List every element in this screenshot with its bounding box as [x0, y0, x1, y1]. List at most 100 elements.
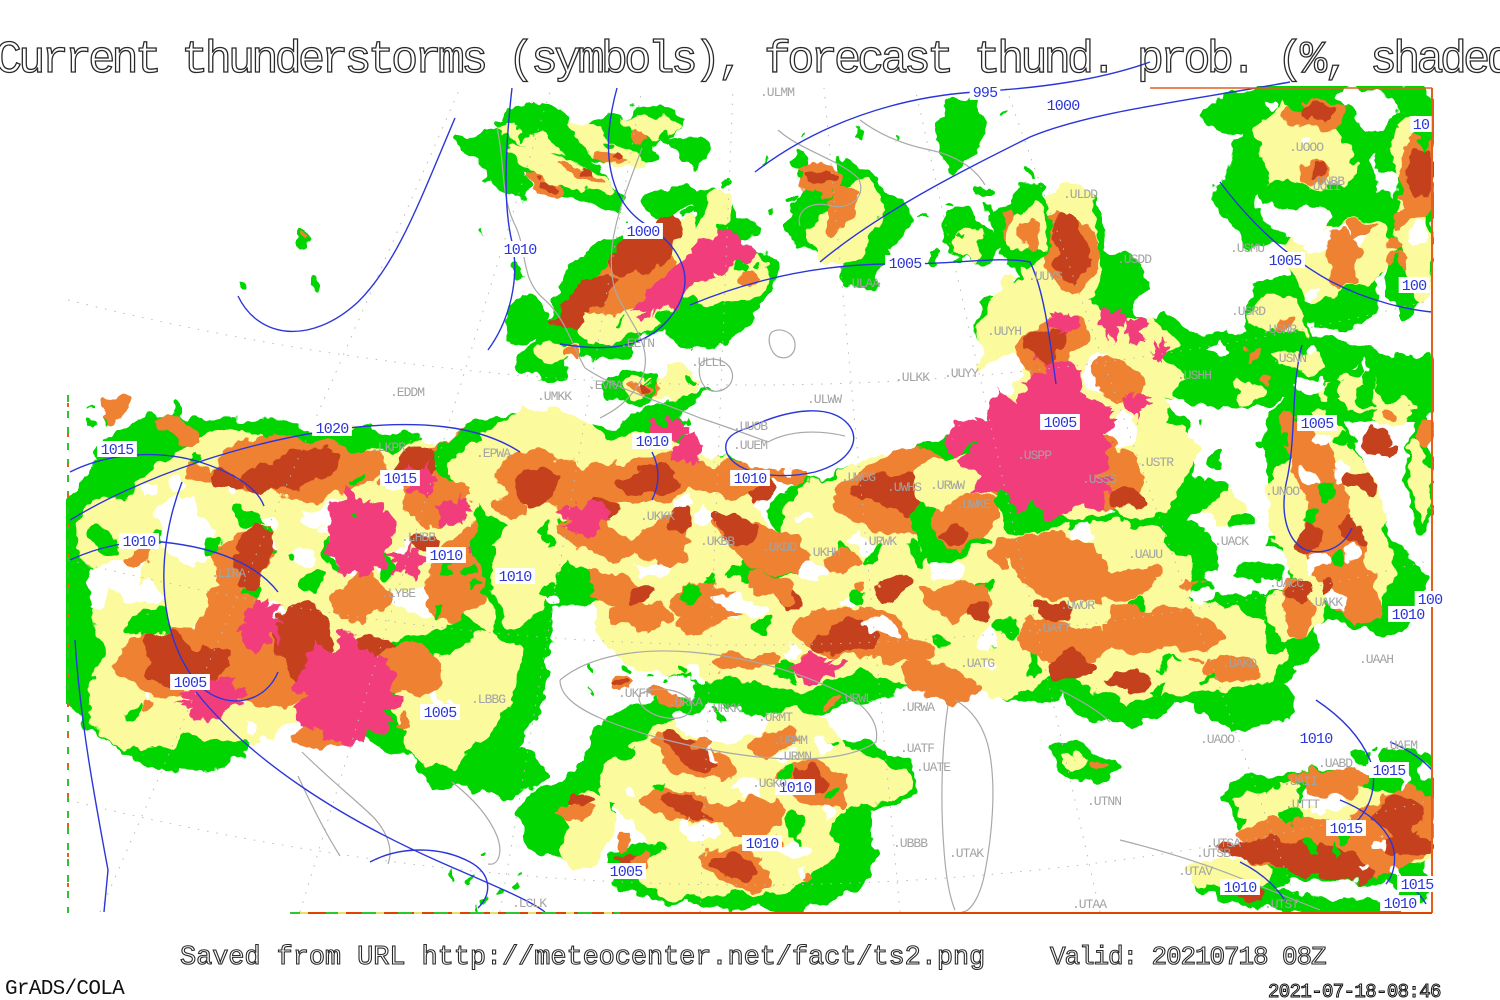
svg-text:.ULAA: .ULAA: [845, 276, 880, 291]
svg-text:.URMM: .URMM: [773, 733, 807, 748]
svg-text:2021-07-18-08:46: 2021-07-18-08:46: [1268, 981, 1441, 1000]
svg-text:100: 100: [1402, 278, 1427, 295]
svg-text:.USNN: .USNN: [1272, 351, 1306, 366]
svg-text:.EETN: .EETN: [620, 336, 654, 351]
svg-text:.UKHH: .UKHH: [806, 545, 840, 560]
svg-text:.LBBG: .LBBG: [471, 692, 505, 707]
svg-text:.EDDM: .EDDM: [390, 385, 424, 400]
svg-text:1010: 1010: [1392, 607, 1426, 624]
svg-text:.UWGG: .UWGG: [841, 470, 875, 485]
svg-text:1005: 1005: [1269, 253, 1303, 270]
svg-text:.UTST: .UTST: [1264, 897, 1299, 912]
svg-text:.USNR: .USNR: [1262, 322, 1297, 337]
svg-text:1010: 1010: [1224, 880, 1258, 897]
svg-text:.UATT: .UATT: [1036, 621, 1071, 636]
svg-text:1010: 1010: [1384, 896, 1418, 913]
svg-text:.LYBE: .LYBE: [381, 586, 416, 601]
svg-text:.UNBB: .UNBB: [1310, 174, 1345, 189]
svg-text:.UBBB: .UBBB: [893, 836, 928, 851]
svg-text:.LKPR: .LKPR: [371, 440, 406, 455]
svg-text:.URWK: .URWK: [862, 534, 897, 549]
svg-text:.UGKO: .UGKO: [752, 776, 787, 791]
svg-text:1000: 1000: [627, 224, 661, 241]
svg-text:100: 100: [1418, 592, 1443, 609]
svg-text:.USHH: .USHH: [1177, 368, 1211, 383]
svg-text:1010: 1010: [430, 548, 464, 565]
svg-text:1005: 1005: [424, 705, 458, 722]
svg-text:.USSS: .USSS: [1082, 472, 1117, 487]
svg-text:.URWL: .URWL: [838, 691, 872, 706]
svg-text:.UNOO: .UNOO: [1265, 484, 1300, 499]
svg-text:.UTTT: .UTTT: [1285, 797, 1320, 812]
svg-text:.UATE: .UATE: [916, 760, 951, 775]
svg-text:.UACK: .UACK: [1214, 534, 1249, 549]
svg-text:.USMU: .USMU: [1230, 241, 1264, 256]
svg-text:.UWOR: .UWOR: [1060, 598, 1095, 613]
svg-text:.URMN: .URMN: [777, 749, 811, 764]
svg-text:.UTSA: .UTSA: [1206, 836, 1241, 851]
svg-text:1005: 1005: [174, 675, 208, 692]
svg-text:.UKKK: .UKKK: [640, 509, 675, 524]
svg-text:.ULWW: .ULWW: [807, 392, 842, 407]
svg-text:1010: 1010: [1300, 731, 1334, 748]
svg-text:10: 10: [1413, 117, 1430, 134]
svg-text:.UWHS: .UWHS: [887, 480, 922, 495]
svg-text:.EVRA: .EVRA: [588, 378, 623, 393]
svg-text:.UKFF: .UKFF: [618, 686, 652, 701]
svg-text:.USDD: .USDD: [1117, 252, 1152, 267]
svg-text:1015: 1015: [1401, 877, 1435, 894]
svg-text:1005: 1005: [889, 256, 923, 273]
svg-text:.UAKD: .UAKD: [1222, 656, 1257, 671]
svg-text:Current thunderstorms (symbols: Current thunderstorms (symbols), forecas…: [0, 35, 1500, 86]
svg-text:.UTAK: .UTAK: [949, 846, 984, 861]
svg-text:.UKBB: .UKBB: [700, 534, 735, 549]
svg-text:.UKDD: .UKDD: [762, 540, 797, 555]
svg-text:1010: 1010: [636, 434, 670, 451]
svg-text:.UOII: .UOII: [1306, 179, 1340, 194]
svg-text:.ULDD: .ULDD: [1063, 187, 1098, 202]
svg-text:.UUYS: .UUYS: [1028, 269, 1063, 284]
svg-text:1010: 1010: [779, 780, 813, 797]
svg-text:1000: 1000: [1047, 98, 1081, 115]
svg-text:.UATF: .UATF: [900, 741, 934, 756]
svg-text:.URWA: .URWA: [900, 700, 935, 715]
svg-text:.UTAA: .UTAA: [1072, 897, 1107, 912]
svg-text:.URMT: .URMT: [758, 710, 793, 725]
svg-text:.UUEM: .UUEM: [733, 438, 767, 453]
svg-text:Valid: 20210718 08Z: Valid: 20210718 08Z: [1050, 942, 1326, 972]
svg-text:1010: 1010: [734, 471, 768, 488]
svg-text:.UACC: .UACC: [1269, 576, 1304, 591]
svg-text:.USRD: .USRD: [1231, 304, 1266, 319]
svg-text:GrADS/COLA: GrADS/COLA: [5, 978, 125, 1000]
svg-text:.UAAH: .UAAH: [1359, 652, 1393, 667]
svg-text:.UAKK: .UAKK: [1308, 595, 1343, 610]
svg-text:.UAII: .UAII: [1283, 774, 1317, 789]
svg-text:1020: 1020: [316, 421, 350, 438]
svg-text:.ULKK: .ULKK: [895, 370, 930, 385]
svg-text:.URKK: .URKK: [706, 701, 741, 716]
svg-text:.USPP: .USPP: [1017, 448, 1052, 463]
svg-text:.UUOB: .UUOB: [733, 419, 768, 434]
svg-text:.UOOO: .UOOO: [1289, 140, 1324, 155]
svg-text:.UTAV: .UTAV: [1178, 864, 1213, 879]
svg-text:.UAFM: .UAFM: [1383, 738, 1417, 753]
svg-text:.UMKK: .UMKK: [537, 389, 572, 404]
svg-text:1015: 1015: [101, 442, 135, 459]
svg-text:.URKA: .URKA: [668, 695, 703, 710]
svg-text:1010: 1010: [499, 569, 533, 586]
svg-text:1005: 1005: [1044, 415, 1078, 432]
svg-text:.UUYY: .UUYY: [944, 366, 979, 381]
svg-text:.UAOO: .UAOO: [1200, 732, 1235, 747]
svg-text:.ULLL: .ULLL: [691, 355, 725, 370]
svg-text:995: 995: [973, 85, 998, 102]
svg-text:1005: 1005: [1301, 416, 1335, 433]
svg-text:.UABD: .UABD: [1318, 756, 1353, 771]
svg-text:1015: 1015: [1373, 763, 1407, 780]
svg-text:.LCLK: .LCLK: [512, 896, 547, 911]
svg-text:.USTR: .USTR: [1139, 455, 1174, 470]
svg-text:1010: 1010: [504, 242, 538, 259]
svg-text:.UAUU: .UAUU: [1128, 547, 1162, 562]
svg-text:1010: 1010: [123, 534, 157, 551]
svg-text:.UATG: .UATG: [960, 656, 994, 671]
svg-text:.UTSB: .UTSB: [1196, 846, 1231, 861]
